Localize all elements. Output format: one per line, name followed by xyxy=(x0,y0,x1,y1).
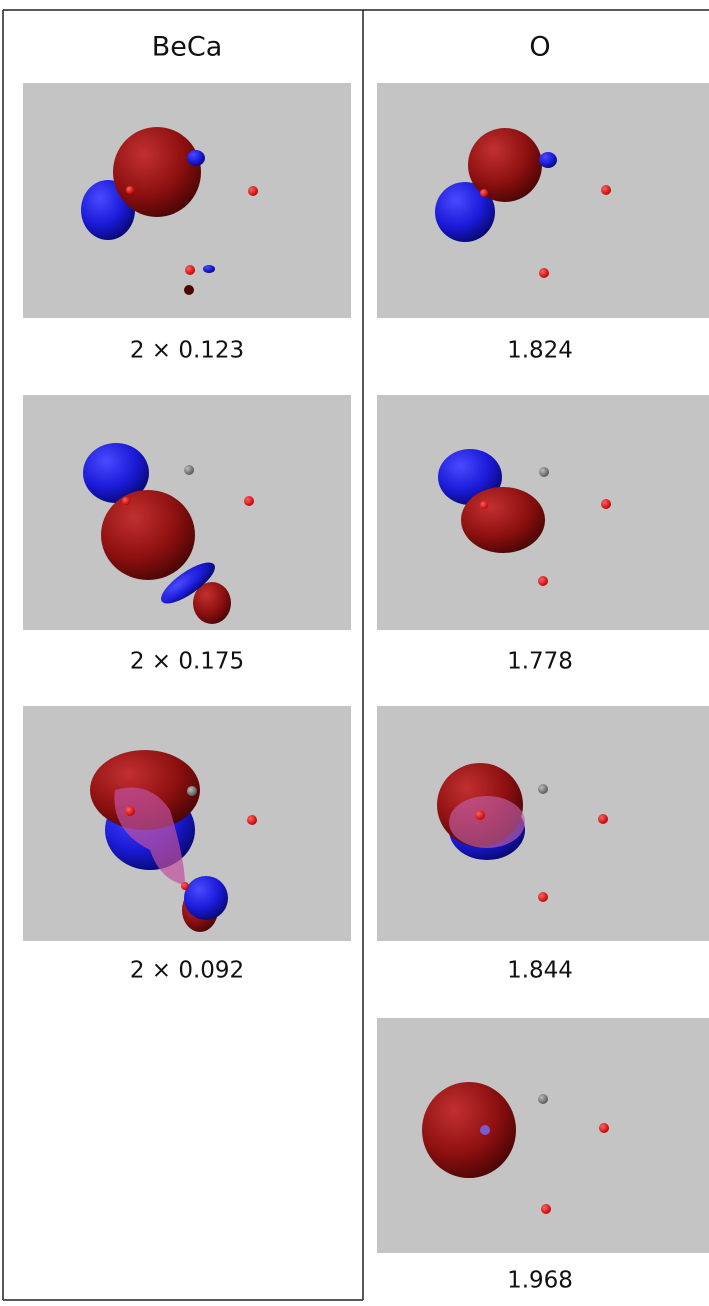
orbital-image xyxy=(377,706,709,941)
orbital-image xyxy=(377,1018,709,1253)
page: {"table": {"headers": ["BeCa", "O"], "co… xyxy=(0,0,709,1306)
orbital-image xyxy=(377,83,709,318)
orbital-image xyxy=(23,395,351,630)
occupation-label: 1.778 xyxy=(507,649,573,675)
column-header: BeCa xyxy=(152,32,223,63)
occupation-label: 1.844 xyxy=(507,958,573,984)
column-header: O xyxy=(529,32,550,63)
figure-table: BeCa O 2 × 0.123 2 × 0.175 2 × 0. xyxy=(0,0,709,1306)
orbital-image xyxy=(23,706,351,941)
occupation-label: 1.968 xyxy=(507,1268,573,1294)
occupation-label: 2 × 0.092 xyxy=(130,958,244,984)
orbital-image xyxy=(23,83,351,318)
occupation-label: 2 × 0.123 xyxy=(130,338,244,364)
occupation-label: 1.824 xyxy=(507,338,573,364)
orbital-image xyxy=(377,395,709,630)
occupation-label: 2 × 0.175 xyxy=(130,649,244,675)
